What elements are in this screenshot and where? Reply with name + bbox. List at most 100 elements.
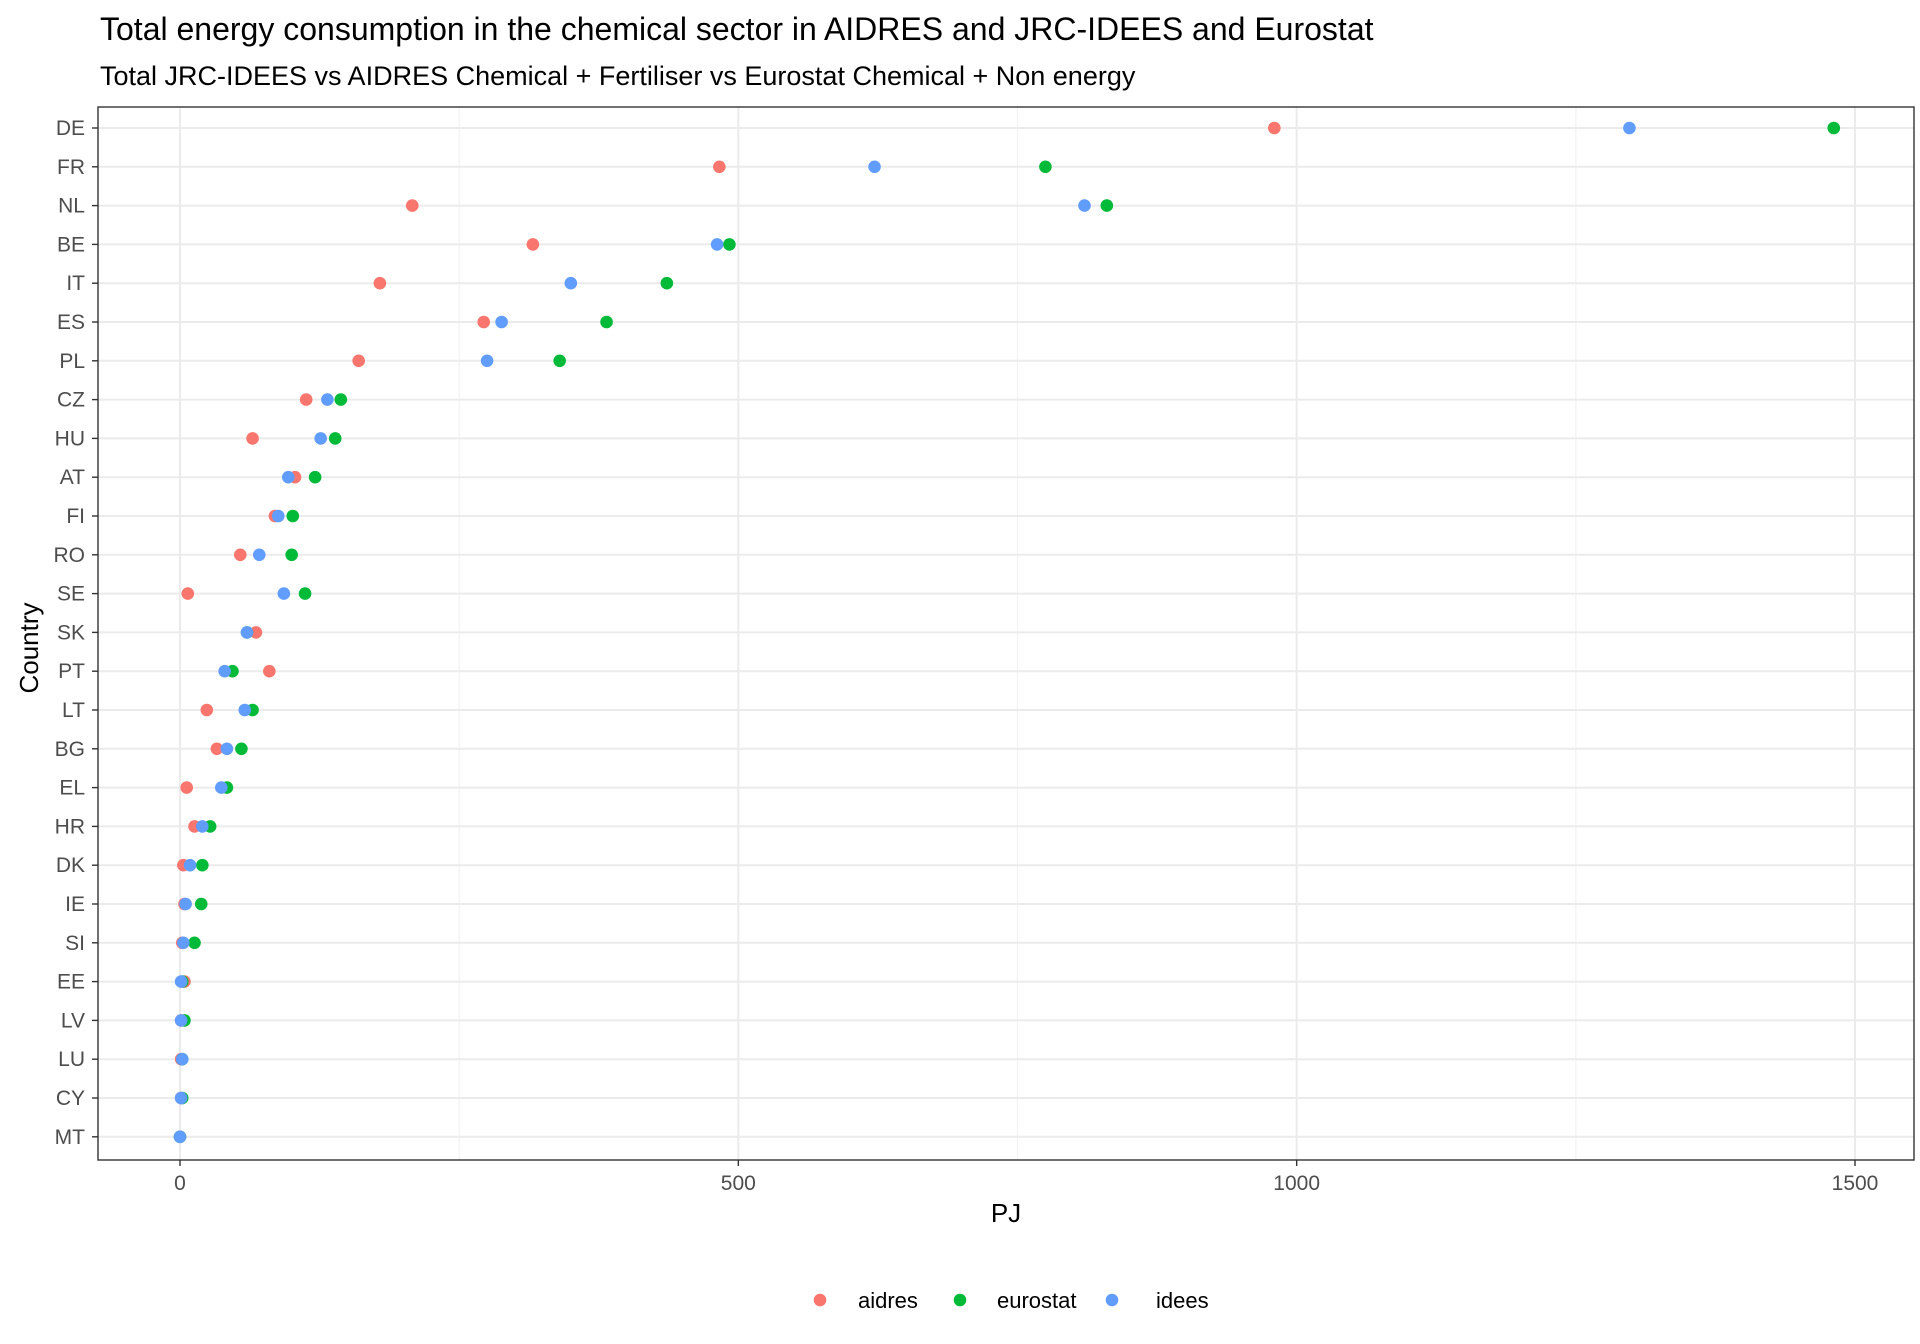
idees-point-es: ES idees: 288 (495, 315, 508, 329)
aidres-point-se: SE aidres: 7 (181, 587, 195, 600)
data-points: DE aidres: 980 FR aidres: 483 NL aidres: 2… (173, 121, 1841, 1144)
y-tick-label-ee: EE (57, 971, 85, 994)
legend-label-idees: idees (1156, 1288, 1209, 1313)
aidres-point-lt: LT aidres: 24 (200, 703, 214, 717)
eurostat-point-at: AT eurostat: 121 (308, 470, 322, 484)
eurostat-point-ro: RO eurostat: 100 (285, 548, 298, 562)
eurostat-point-pl: PL eurostat: 340 (553, 354, 566, 368)
idees-point-fi: FI idees: 88 (271, 509, 285, 523)
idees-point-nl: NL idees: 810 (1078, 199, 1091, 212)
x-tick-label: 1500 (1832, 1172, 1879, 1195)
eurostat-point-fi: FI eurostat: 101 (286, 509, 300, 523)
idees-point-pl: PL idees: 275 (480, 354, 494, 368)
legend-key-idees (1105, 1293, 1119, 1307)
aidres-point-es: ES aidres: 272 (477, 315, 491, 329)
y-tick-label-fi: FI (66, 505, 85, 528)
y-tick-label-sk: SK (57, 621, 85, 644)
idees-point-ee: EE idees: 1 (174, 975, 188, 988)
aidres-point-de: DE aidres: 980 (1268, 121, 1281, 135)
idees-point-cy: CY idees: 1 (174, 1091, 188, 1105)
idees-point-it: IT idees: 350 (564, 276, 578, 290)
idees-point-bg: BG idees: 42 (220, 742, 234, 756)
y-tick-label-se: SE (57, 583, 85, 606)
y-tick-label-dk: DK (56, 854, 85, 877)
idees-point-hr: HR idees: 20 (196, 820, 209, 833)
idees-point-at: AT idees: 97 (282, 470, 295, 484)
idees-point-ie: IE idees: 5 (179, 897, 192, 911)
idees-point-mt: MT idees: 0 (173, 1130, 187, 1144)
aidres-point-cz: CZ aidres: 113 (299, 393, 313, 406)
y-tick-label-lv: LV (61, 1009, 85, 1032)
y-tick-label-lu: LU (58, 1048, 85, 1071)
x-axis: 0 500 1000 1500 (174, 1160, 1878, 1195)
y-axis: DE FR NL BE IT ES PL CZ HU AT FI RO SE SK PT LT BG EL HR DK… (54, 117, 98, 1149)
legend-label-aidres: aidres (858, 1288, 918, 1313)
aidres-point-ro: RO aidres: 54 (234, 548, 247, 562)
x-tick-label: 500 (721, 1172, 756, 1195)
eurostat-point-bg: BG eurostat: 55 (235, 742, 248, 756)
idees-point-fr: FR idees: 622 (868, 160, 881, 174)
aidres-point-el: EL aidres: 6 (180, 781, 193, 794)
idees-point-ro: RO idees: 71 (252, 548, 266, 562)
legend-key-aidres (813, 1293, 827, 1307)
eurostat-point-si: SI eurostat: 13 (188, 936, 201, 950)
y-tick-label-at: AT (60, 466, 85, 489)
y-axis-title: Country (14, 602, 44, 693)
grid (98, 107, 1914, 1160)
eurostat-point-cz: CZ eurostat: 144 (334, 393, 348, 406)
y-tick-label-bg: BG (55, 738, 85, 761)
idees-point-cz: CZ idees: 132 (321, 393, 334, 406)
legend-key-eurostat (953, 1293, 967, 1307)
x-tick-label: 0 (174, 1172, 186, 1195)
idees-point-hu: HU idees: 126 (314, 432, 328, 445)
idees-point-lu: LU idees: 2 (175, 1052, 189, 1066)
y-tick-label-cz: CZ (57, 389, 85, 412)
legend-label-eurostat: eurostat (997, 1288, 1077, 1313)
aidres-point-sk: SK aidres: 68 (249, 626, 263, 639)
eurostat-point-nl: NL eurostat: 830 (1100, 199, 1114, 212)
eurostat-point-it: IT eurostat: 436 (660, 276, 674, 290)
eurostat-point-es: ES eurostat: 382 (600, 315, 613, 329)
idees-point-pt: PT idees: 40 (218, 664, 231, 678)
y-tick-label-pl: PL (59, 350, 85, 373)
aidres-point-pl: PL aidres: 160 (352, 354, 365, 368)
y-tick-label-el: EL (59, 777, 85, 800)
eurostat-point-se: SE eurostat: 112 (298, 587, 312, 600)
idees-point-el: EL idees: 37 (215, 781, 228, 794)
idees-point-sk: SK idees: 60 (240, 626, 254, 639)
chart-subtitle: Total JRC-IDEES vs AIDRES Chemical + Fer… (100, 61, 1136, 91)
idees-point-dk: DK idees: 9 (183, 858, 197, 872)
y-tick-label-nl: NL (58, 195, 85, 218)
eurostat-point-hu: HU eurostat: 139 (328, 432, 342, 445)
y-tick-label-ie: IE (65, 893, 85, 916)
x-tick-label: 1000 (1273, 1172, 1320, 1195)
chart-title: Total energy consumption in the chemical… (100, 11, 1374, 47)
y-tick-label-es: ES (57, 311, 85, 334)
eurostat-point-fr: FR eurostat: 775 (1039, 160, 1052, 174)
y-tick-label-si: SI (65, 932, 85, 955)
idees-point-be: BE idees: 481 (710, 238, 724, 251)
aidres-point-pt: PT aidres: 80 (263, 664, 276, 678)
idees-point-lt: LT idees: 58 (238, 703, 252, 717)
aidres-point-be: BE aidres: 316 (526, 238, 540, 251)
x-axis-title: PJ (991, 1198, 1021, 1228)
y-tick-label-fr: FR (57, 156, 85, 179)
y-tick-label-cy: CY (56, 1087, 85, 1110)
eurostat-point-be: BE eurostat: 492 (723, 238, 736, 251)
y-tick-label-be: BE (57, 233, 85, 256)
panel-border (97, 106, 1915, 1161)
idees-point-de: DE idees: 1298 (1623, 121, 1636, 135)
aidres-point-bg: BG aidres: 33 (210, 742, 224, 756)
aidres-point-hu: HU aidres: 65 (246, 432, 259, 445)
idees-point-lv: LV idees: 1 (174, 1014, 188, 1027)
eurostat-point-de: DE eurostat: 1481 (1827, 121, 1841, 135)
aidres-point-it: IT aidres: 179 (373, 276, 387, 290)
idees-point-se: SE idees: 93 (277, 587, 291, 600)
y-tick-label-mt: MT (55, 1126, 85, 1149)
y-tick-label-lt: LT (62, 699, 85, 722)
y-tick-label-hr: HR (55, 815, 85, 838)
idees-point-si: SI idees: 3 (177, 936, 190, 950)
y-tick-label-it: IT (66, 272, 85, 295)
eurostat-point-dk: DK eurostat: 20 (196, 858, 209, 872)
